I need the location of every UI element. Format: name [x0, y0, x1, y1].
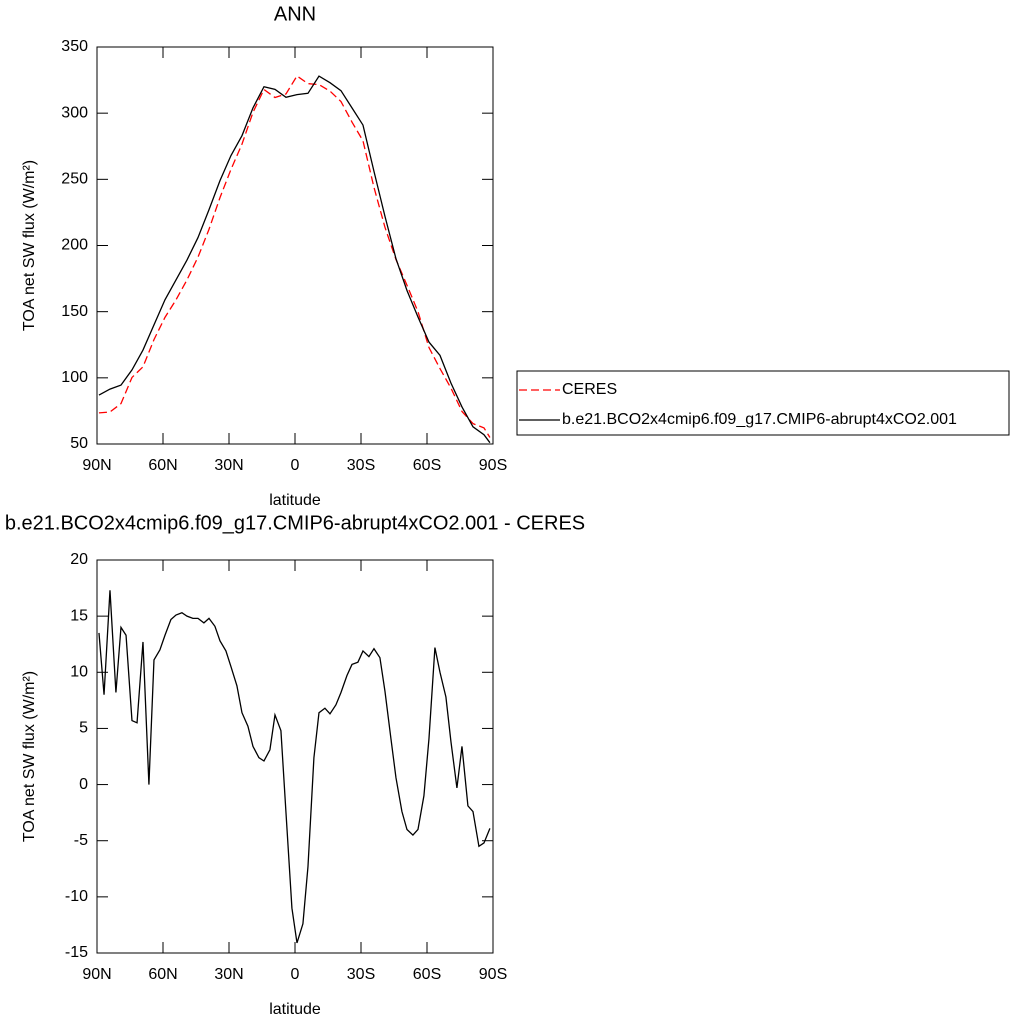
data-line	[98, 75, 491, 438]
x-tick-label: 60S	[413, 966, 441, 983]
x-axis-label: latitude	[269, 492, 321, 509]
data-line	[98, 75, 491, 444]
chart-title: ANN	[274, 3, 316, 25]
y-tick-label: 20	[70, 551, 88, 568]
y-tick-label: 250	[61, 171, 88, 188]
x-tick-label: 90N	[82, 457, 111, 474]
x-tick-label: 60N	[148, 457, 177, 474]
y-axis-label: TOA net SW flux (W/m²)	[21, 160, 38, 331]
x-tick-label: 0	[291, 457, 300, 474]
y-tick-label: 0	[79, 776, 88, 793]
y-tick-label: 200	[61, 237, 88, 254]
y-tick-label: 150	[61, 303, 88, 320]
y-tick-label: -5	[74, 832, 88, 849]
y-tick-label: 300	[61, 104, 88, 121]
legend-label: CERES	[562, 381, 617, 398]
x-tick-label: 60S	[413, 457, 441, 474]
x-tick-label: 90S	[479, 457, 507, 474]
y-tick-label: -10	[65, 888, 88, 905]
x-tick-label: 90N	[82, 966, 111, 983]
x-tick-label: 30N	[214, 457, 243, 474]
plot-frame	[96, 46, 494, 445]
x-tick-label: 90S	[479, 966, 507, 983]
x-tick-label: 30N	[214, 966, 243, 983]
x-tick-label: 0	[291, 966, 300, 983]
legend-box	[516, 370, 1010, 436]
y-axis-label: TOA net SW flux (W/m²)	[21, 671, 38, 842]
legend-label: b.e21.BCO2x4cmip6.f09_g17.CMIP6-abrupt4x…	[562, 411, 957, 428]
y-tick-label: 5	[79, 720, 88, 737]
y-tick-label: 100	[61, 369, 88, 386]
x-tick-label: 30S	[347, 966, 375, 983]
chart-title: b.e21.BCO2x4cmip6.f09_g17.CMIP6-abrupt4x…	[5, 512, 585, 534]
x-tick-label: 60N	[148, 966, 177, 983]
y-tick-label: 15	[70, 607, 88, 624]
y-tick-label: 10	[70, 664, 88, 681]
y-tick-label: 50	[70, 435, 88, 452]
plot-frame	[96, 559, 494, 954]
x-tick-label: 30S	[347, 457, 375, 474]
x-axis-label: latitude	[269, 1001, 321, 1018]
y-tick-label: -15	[65, 944, 88, 961]
y-tick-label: 350	[61, 38, 88, 55]
data-line	[98, 590, 491, 944]
